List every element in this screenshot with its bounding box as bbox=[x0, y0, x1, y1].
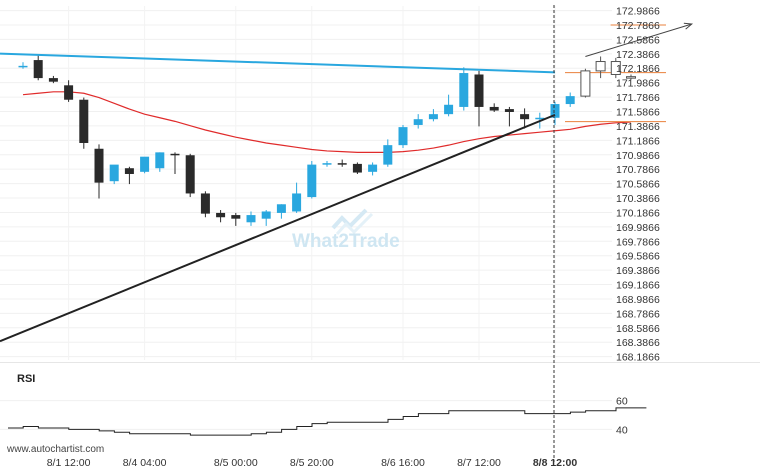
rsi-label: RSI bbox=[17, 373, 35, 385]
price-tick-label: 172.5866 bbox=[616, 34, 660, 46]
candle-body bbox=[109, 164, 119, 182]
price-tick-label: 171.5866 bbox=[616, 107, 660, 119]
price-tick-label: 169.9866 bbox=[616, 222, 660, 234]
trendline-layer bbox=[0, 22, 694, 343]
projection-arrow bbox=[585, 23, 692, 57]
watermark-arrow-icon-2 bbox=[335, 212, 374, 236]
candle-body bbox=[79, 99, 89, 143]
candle-body bbox=[322, 163, 332, 165]
candle-body bbox=[94, 148, 104, 183]
support-trendline bbox=[0, 113, 556, 343]
candle-body bbox=[413, 119, 423, 125]
candle-body bbox=[580, 70, 591, 97]
rsi-axis: 60 40 bbox=[616, 396, 628, 437]
time-tick-label: 8/7 12:00 bbox=[457, 457, 501, 469]
rsi-grid bbox=[0, 400, 612, 430]
watermark: What2Trade bbox=[292, 208, 400, 252]
price-panel: What2Trade 172.9866 172.7866 172.5866 172.3… bbox=[0, 6, 694, 364]
candle-body bbox=[352, 163, 362, 173]
candle-body bbox=[307, 164, 317, 198]
candle-body bbox=[550, 104, 560, 118]
candle-body bbox=[48, 78, 58, 82]
candle-body bbox=[337, 163, 347, 165]
time-tick-label: 8/6 16:00 bbox=[381, 457, 425, 469]
rsi-tick-label: 40 bbox=[616, 424, 628, 436]
price-tick-label: 170.3866 bbox=[616, 193, 660, 205]
moving-average-layer bbox=[22, 91, 632, 153]
candle-body bbox=[398, 127, 408, 146]
price-tick-label: 168.9866 bbox=[616, 294, 660, 306]
time-tick-label: 8/5 00:00 bbox=[214, 457, 258, 469]
candle-body bbox=[368, 164, 378, 172]
source-label: www.autochartist.com bbox=[6, 444, 104, 455]
candle-body bbox=[535, 117, 545, 120]
price-tick-label: 168.1866 bbox=[616, 352, 660, 364]
candle-body bbox=[185, 155, 195, 194]
price-tick-label: 171.1866 bbox=[616, 135, 660, 147]
price-tick-label: 172.9866 bbox=[616, 6, 660, 18]
candle-body bbox=[428, 114, 438, 120]
candle-body bbox=[520, 114, 530, 120]
candle-body bbox=[18, 65, 28, 68]
time-tick-label: 8/8 12:00 bbox=[533, 457, 578, 469]
price-tick-label: 168.3866 bbox=[616, 337, 660, 349]
resistance-trendline bbox=[0, 52, 556, 74]
candle-body bbox=[504, 109, 514, 112]
price-tick-label: 170.7866 bbox=[616, 164, 660, 176]
price-tick-label: 170.1866 bbox=[616, 207, 660, 219]
candle-body bbox=[610, 61, 621, 75]
candle-body bbox=[200, 193, 210, 214]
candle-body bbox=[292, 193, 302, 212]
candle-body bbox=[140, 156, 150, 172]
candle-body bbox=[383, 145, 393, 165]
time-tick-label: 8/4 04:00 bbox=[123, 457, 167, 469]
candle-body bbox=[33, 60, 43, 79]
rsi-line-layer bbox=[8, 407, 647, 436]
candle-body bbox=[170, 153, 180, 156]
candle-body bbox=[595, 61, 606, 72]
candle-body bbox=[489, 106, 499, 111]
candle-body bbox=[246, 215, 256, 223]
candle-body bbox=[626, 76, 636, 79]
price-tick-label: 170.9866 bbox=[616, 150, 660, 162]
candle-body bbox=[231, 215, 241, 219]
time-tick-label: 8/1 12:00 bbox=[47, 457, 91, 469]
price-tick-label: 171.7866 bbox=[616, 92, 660, 104]
price-grid bbox=[0, 6, 612, 360]
candle-body bbox=[565, 96, 575, 105]
candle-body bbox=[261, 211, 271, 219]
candle-body bbox=[459, 73, 469, 107]
price-tick-label: 172.3866 bbox=[616, 49, 660, 61]
price-tick-label: 169.5866 bbox=[616, 251, 660, 263]
price-tick-label: 171.9866 bbox=[616, 78, 660, 90]
watermark-text: What2Trade bbox=[292, 231, 400, 252]
price-tick-label: 169.3866 bbox=[616, 265, 660, 277]
moving-average-line bbox=[22, 91, 632, 153]
price-axis: 172.9866 172.7866 172.5866 172.3866 172.1866… bbox=[616, 6, 660, 364]
candle-body bbox=[64, 85, 74, 100]
candle-body bbox=[276, 204, 286, 213]
time-axis: 8/1 12:00 8/4 04:00 8/5 00:00 8/5 20:00 8/6 … bbox=[47, 457, 578, 469]
price-tick-label: 170.5866 bbox=[616, 179, 660, 191]
price-tick-label: 172.1866 bbox=[616, 63, 660, 75]
price-tick-label: 168.5866 bbox=[616, 323, 660, 335]
price-tick-label: 171.3866 bbox=[616, 121, 660, 133]
price-tick-label: 168.7866 bbox=[616, 308, 660, 320]
time-tick-label: 8/5 20:00 bbox=[290, 457, 334, 469]
candle-body bbox=[474, 74, 484, 107]
candle-body bbox=[216, 212, 226, 218]
candle-body bbox=[124, 168, 134, 174]
candle-body bbox=[155, 152, 165, 169]
price-tick-label: 169.1866 bbox=[616, 280, 660, 292]
candle-body bbox=[444, 104, 454, 115]
price-tick-label: 172.7866 bbox=[616, 20, 660, 32]
price-tick-label: 169.7866 bbox=[616, 236, 660, 248]
candles-layer bbox=[18, 54, 636, 226]
projection-arrow-head bbox=[683, 22, 694, 30]
rsi-panel: RSI 60 40 bbox=[0, 373, 647, 437]
rsi-tick-label: 60 bbox=[616, 396, 628, 408]
rsi-line bbox=[8, 407, 647, 436]
